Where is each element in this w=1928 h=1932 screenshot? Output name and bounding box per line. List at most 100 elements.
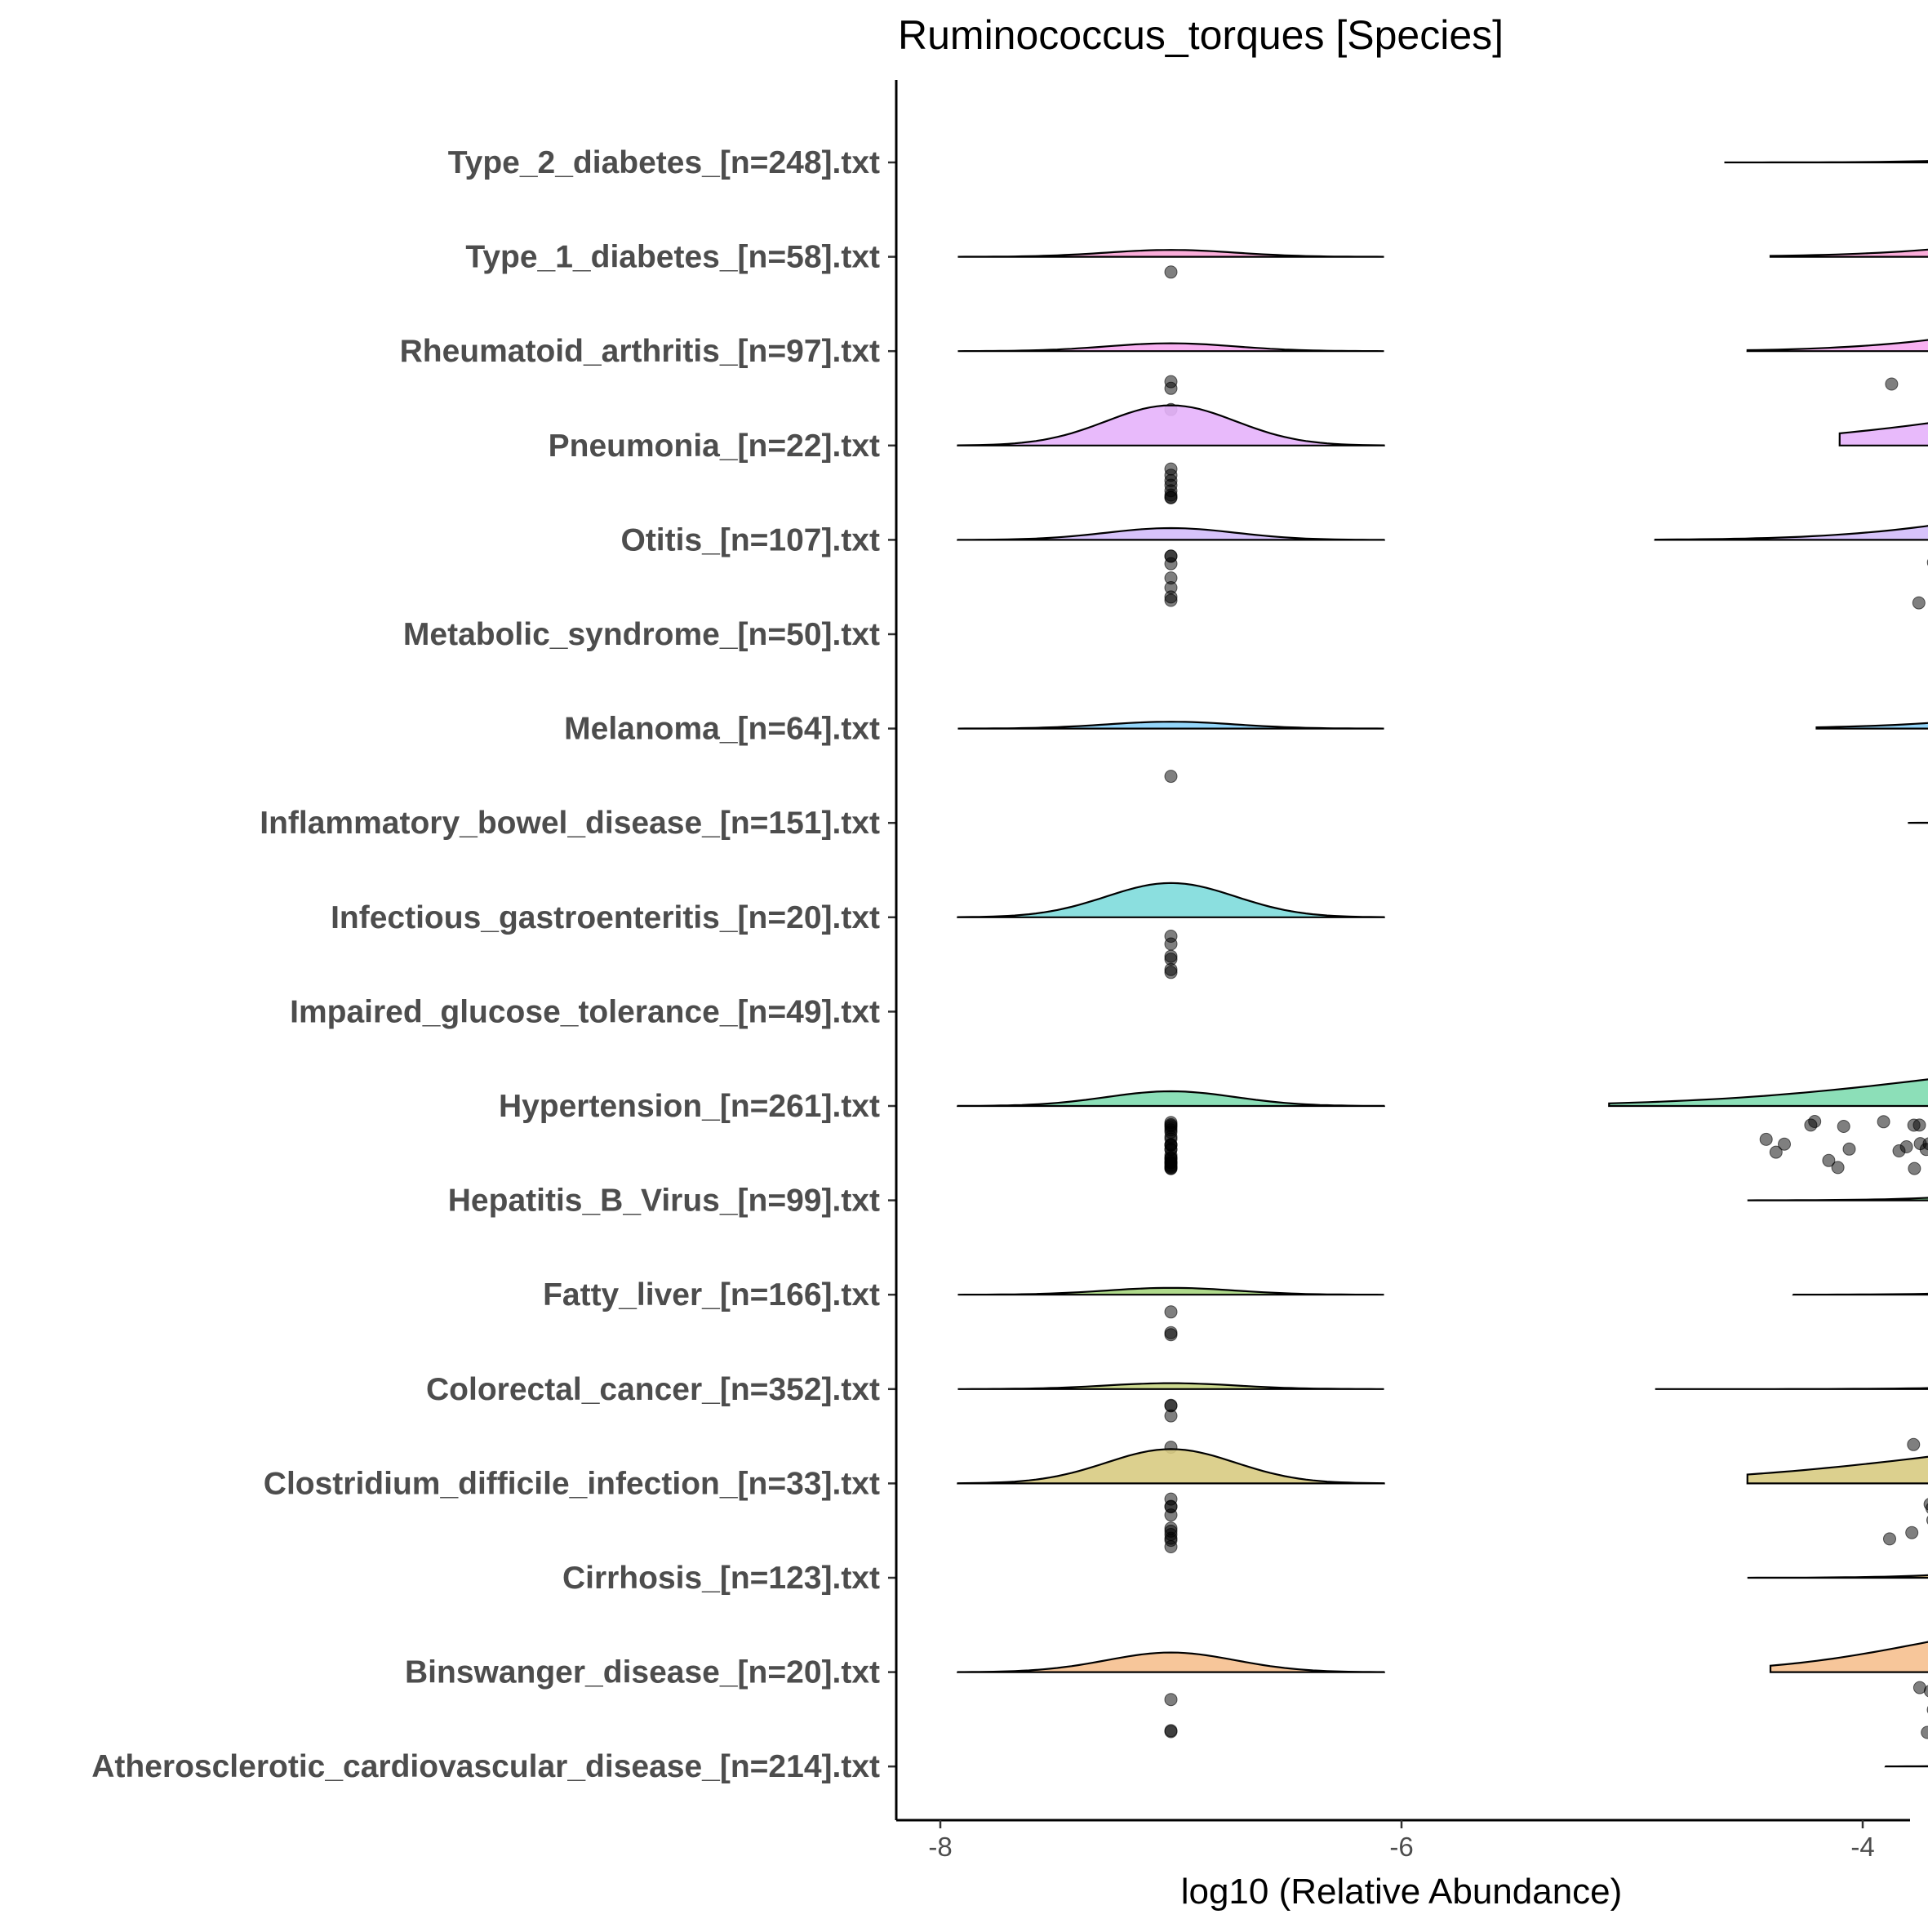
density-hypertension-0 bbox=[957, 1091, 1384, 1106]
y-tick-label-inflammatory-bowel-disease: Inflammatory_bowel_disease_[n=151].txt bbox=[260, 806, 880, 841]
series-hepatitis-b-virus bbox=[1748, 1153, 1928, 1201]
series-inflammatory-bowel-disease bbox=[1909, 775, 1928, 823]
density-fatty-liver-1 bbox=[1793, 1247, 1928, 1295]
data-point bbox=[1877, 1116, 1890, 1128]
density-colorectal-cancer-1 bbox=[1655, 1342, 1928, 1389]
plot-area bbox=[957, 115, 1928, 1836]
data-point bbox=[1760, 1133, 1772, 1145]
data-point bbox=[1165, 1725, 1177, 1737]
series-fatty-liver bbox=[957, 1247, 1928, 1295]
series-melanoma bbox=[957, 682, 1928, 729]
data-point bbox=[1165, 550, 1177, 562]
density-type-2-diabetes-0 bbox=[1725, 115, 1928, 162]
density-rheumatoid-arthritis-0 bbox=[957, 344, 1384, 352]
data-point bbox=[1165, 1522, 1177, 1534]
points-melanoma-0 bbox=[1165, 771, 1177, 783]
data-point bbox=[1165, 938, 1177, 950]
series-atherosclerotic-cardiovascular-disease bbox=[1886, 1719, 1928, 1766]
series-pneumonia bbox=[957, 398, 1928, 446]
points-binswanger-disease-1 bbox=[1913, 1681, 1928, 1741]
points-binswanger-disease-0 bbox=[1165, 1694, 1177, 1738]
data-point bbox=[1913, 1119, 1926, 1131]
data-point bbox=[1900, 1141, 1912, 1153]
x-tick-label: -4 bbox=[1850, 1832, 1874, 1862]
axes: Type_2_diabetes_[n=248].txt Type_1_diabet… bbox=[91, 80, 1928, 1862]
data-point bbox=[1165, 1493, 1177, 1505]
chart-title: Ruminococcus_torques [Species] bbox=[898, 12, 1504, 58]
points-layer bbox=[1165, 171, 1928, 1837]
data-point bbox=[1165, 582, 1177, 594]
data-point bbox=[1906, 1526, 1918, 1539]
data-point bbox=[1165, 1130, 1177, 1143]
y-tick-label-impaired-glucose-tolerance: Impaired_glucose_tolerance_[n=49].txt bbox=[290, 994, 880, 1029]
y-tick-label-cirrhosis: Cirrhosis_[n=123].txt bbox=[562, 1561, 880, 1596]
x-tick-label: -8 bbox=[928, 1832, 952, 1862]
y-tick-label-otitis: Otitis_[n=107].txt bbox=[620, 522, 880, 557]
series-binswanger-disease bbox=[957, 1625, 1928, 1672]
density-fatty-liver-0 bbox=[957, 1288, 1384, 1295]
data-point bbox=[1165, 1399, 1177, 1411]
clouds-layer bbox=[957, 115, 1928, 1766]
y-tick-label-type-1-diabetes: Type_1_diabetes_[n=58].txt bbox=[465, 240, 880, 275]
series-hypertension bbox=[957, 1059, 1928, 1106]
data-point bbox=[1165, 963, 1177, 975]
y-tick-label-hepatitis-b-virus: Hepatitis_B_Virus_[n=99].txt bbox=[448, 1184, 880, 1219]
y-tick-label-rheumatoid-arthritis: Rheumatoid_arthritis_[n=97].txt bbox=[400, 334, 880, 369]
points-fatty-liver-0 bbox=[1165, 1306, 1177, 1341]
y-tick-label-type-2-diabetes: Type_2_diabetes_[n=248].txt bbox=[448, 145, 880, 180]
points-otitis-1 bbox=[1912, 549, 1928, 609]
y-tick-label-atherosclerotic-cardiovascular-disease: Atherosclerotic_cardiovascular_disease_[… bbox=[91, 1749, 880, 1784]
density-rheumatoid-arthritis-1 bbox=[1748, 304, 1928, 351]
density-pneumonia-1 bbox=[1840, 398, 1928, 446]
density-type-1-diabetes-1 bbox=[1770, 210, 1928, 257]
y-tick-label-pneumonia: Pneumonia_[n=22].txt bbox=[549, 429, 880, 464]
density-cirrhosis-0 bbox=[1748, 1530, 1928, 1578]
density-otitis-0 bbox=[957, 528, 1384, 540]
density-melanoma-0 bbox=[957, 722, 1384, 728]
density-type-1-diabetes-0 bbox=[957, 250, 1384, 256]
data-point bbox=[1823, 1154, 1835, 1166]
points-hypertension-1 bbox=[1760, 1115, 1928, 1176]
data-point bbox=[1165, 1306, 1177, 1318]
points-clostridium-difficile-infection-0 bbox=[1165, 1493, 1177, 1552]
data-point bbox=[1165, 771, 1177, 783]
density-atherosclerotic-cardiovascular-disease-0 bbox=[1886, 1719, 1928, 1766]
series-colorectal-cancer bbox=[957, 1342, 1928, 1389]
y-tick-label-infectious-gastroenteritis: Infectious_gastroenteritis_[n=20].txt bbox=[331, 900, 880, 935]
points-hypertension-0 bbox=[1165, 1117, 1177, 1175]
data-point bbox=[1921, 1726, 1928, 1739]
data-point bbox=[1165, 1509, 1177, 1521]
data-point bbox=[1837, 1121, 1850, 1133]
data-point bbox=[1165, 1694, 1177, 1706]
data-point bbox=[1908, 1438, 1920, 1450]
data-point bbox=[1165, 1144, 1177, 1156]
x-axis-title: log10 (Relative Abundance) bbox=[1181, 1872, 1623, 1912]
density-otitis-1 bbox=[1655, 492, 1928, 540]
data-point bbox=[1913, 1681, 1926, 1694]
series-rheumatoid-arthritis bbox=[957, 304, 1928, 351]
data-point bbox=[1165, 382, 1177, 394]
points-otitis-0 bbox=[1165, 550, 1177, 606]
density-melanoma-1 bbox=[1817, 682, 1928, 729]
data-point bbox=[1165, 950, 1177, 962]
density-colorectal-cancer-0 bbox=[957, 1383, 1384, 1389]
y-tick-label-binswanger-disease: Binswanger_disease_[n=20].txt bbox=[405, 1655, 880, 1690]
y-tick-label-fatty-liver: Fatty_liver_[n=166].txt bbox=[543, 1277, 880, 1312]
x-tick-label: -6 bbox=[1389, 1832, 1413, 1862]
series-type-1-diabetes bbox=[957, 210, 1928, 257]
density-inflammatory-bowel-disease-0 bbox=[1909, 775, 1928, 823]
density-hepatitis-b-virus-0 bbox=[1748, 1153, 1928, 1201]
points-type-1-diabetes-0 bbox=[1165, 266, 1177, 278]
points-clostridium-difficile-infection-1 bbox=[1884, 1492, 1928, 1549]
data-point bbox=[1914, 1138, 1926, 1150]
series-clostridium-difficile-infection bbox=[957, 1436, 1928, 1483]
y-tick-label-metabolic-syndrome: Metabolic_syndrome_[n=50].txt bbox=[403, 617, 880, 652]
density-binswanger-disease-0 bbox=[957, 1653, 1384, 1672]
series-cirrhosis bbox=[1748, 1530, 1928, 1578]
density-pneumonia-0 bbox=[957, 406, 1384, 446]
series-infectious-gastroenteritis bbox=[957, 870, 1928, 917]
data-point bbox=[1165, 266, 1177, 278]
data-point bbox=[1165, 469, 1177, 482]
data-point bbox=[1165, 491, 1177, 504]
